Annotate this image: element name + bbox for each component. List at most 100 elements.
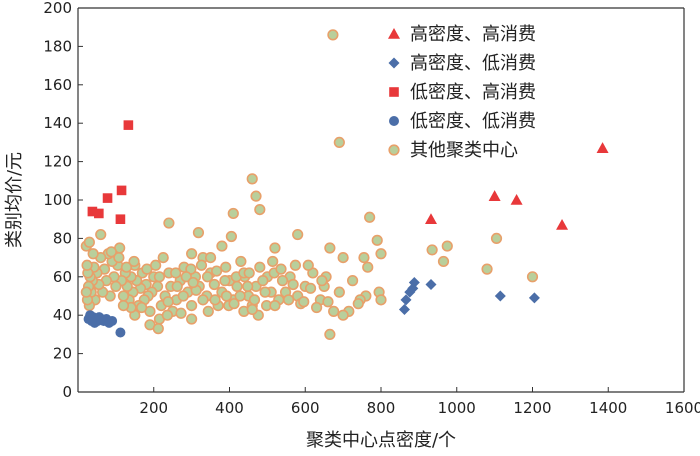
data-point — [211, 265, 223, 277]
data-point — [201, 271, 214, 283]
data-point — [227, 207, 239, 220]
x-tick-label: 800 — [367, 399, 396, 417]
y-axis-title: 类别均价/元 — [4, 152, 25, 248]
data-point — [204, 252, 217, 264]
data-point — [302, 259, 314, 271]
data-point — [526, 271, 539, 283]
legend-label: 低密度、高消费 — [410, 82, 536, 103]
data-point — [408, 277, 420, 289]
data-point — [254, 261, 266, 273]
data-point — [292, 228, 304, 241]
data-point — [364, 211, 376, 223]
y-tick-label: 0 — [62, 383, 72, 401]
data-point — [287, 278, 299, 291]
data-point — [115, 214, 126, 224]
y-tick-label: 140 — [43, 114, 72, 132]
data-point — [362, 261, 374, 273]
data-point — [157, 252, 169, 264]
data-point — [105, 246, 117, 258]
data-point — [171, 280, 183, 293]
data-point — [113, 252, 125, 264]
data-point — [556, 218, 569, 230]
data-point — [510, 194, 523, 205]
data-point — [528, 292, 540, 304]
legend-marker — [388, 28, 400, 39]
legend-marker — [388, 57, 400, 69]
data-point — [87, 206, 98, 217]
data-point — [398, 303, 410, 315]
data-point — [110, 280, 122, 293]
x-tick-label: 1400 — [589, 399, 627, 417]
data-point — [276, 275, 289, 287]
data-point — [304, 282, 317, 294]
data-point — [87, 248, 99, 260]
data-point — [358, 252, 370, 264]
data-point — [311, 301, 323, 314]
data-point — [153, 271, 166, 283]
data-point — [136, 301, 148, 314]
data-point — [102, 193, 113, 203]
data-point — [425, 278, 437, 290]
data-point — [324, 328, 336, 341]
data-point — [150, 259, 162, 271]
data-point — [375, 294, 387, 306]
y-tick-label: 120 — [43, 153, 72, 171]
data-point — [481, 263, 493, 275]
legend-label: 低密度、低消费 — [410, 111, 536, 132]
data-point — [494, 290, 506, 302]
data-point — [322, 296, 334, 308]
data-point — [346, 275, 359, 287]
data-point — [94, 208, 104, 219]
data-point — [80, 286, 92, 298]
data-point — [596, 142, 609, 153]
data-point — [208, 278, 220, 291]
data-point — [163, 217, 175, 229]
y-tick-label: 180 — [43, 37, 72, 55]
data-point — [235, 255, 247, 268]
data-point — [316, 275, 328, 287]
x-tick-label: 1600 — [665, 399, 700, 417]
data-point — [115, 327, 126, 338]
data-point — [120, 261, 133, 273]
legend-marker — [389, 116, 399, 126]
data-point — [259, 286, 271, 298]
data-point — [117, 290, 130, 302]
x-tick-label: 400 — [215, 399, 244, 417]
data-point — [177, 290, 189, 302]
y-tick-label: 40 — [53, 306, 72, 324]
data-point — [186, 248, 198, 260]
data-point — [337, 252, 349, 264]
y-tick-label: 100 — [43, 191, 72, 209]
data-point — [192, 227, 205, 239]
data-point — [282, 294, 295, 306]
data-point — [83, 236, 95, 248]
data-point — [246, 173, 258, 185]
data-point — [128, 255, 140, 268]
data-point — [117, 300, 130, 312]
data-point — [186, 313, 198, 325]
data-point — [289, 259, 302, 271]
y-tick-label: 20 — [53, 345, 72, 363]
data-point — [371, 234, 383, 246]
data-point — [186, 300, 198, 312]
y-tick-label: 200 — [43, 0, 72, 17]
data-point — [161, 309, 173, 321]
data-point — [257, 275, 269, 287]
data-point — [269, 300, 281, 312]
data-point — [123, 120, 134, 130]
data-point — [95, 228, 107, 241]
data-point — [437, 255, 450, 268]
data-point — [234, 290, 246, 302]
data-point — [81, 259, 93, 271]
data-point — [116, 185, 127, 196]
data-point — [424, 213, 437, 224]
x-tick-label: 200 — [139, 399, 168, 417]
axes — [77, 7, 685, 393]
data-point — [337, 309, 349, 321]
data-point — [426, 244, 438, 256]
ticks: 200 400 600 800 1000 1200 1400 1600 0 20 40 60 80 100… — [43, 0, 700, 417]
data-point — [488, 190, 501, 201]
data-point — [107, 315, 118, 326]
